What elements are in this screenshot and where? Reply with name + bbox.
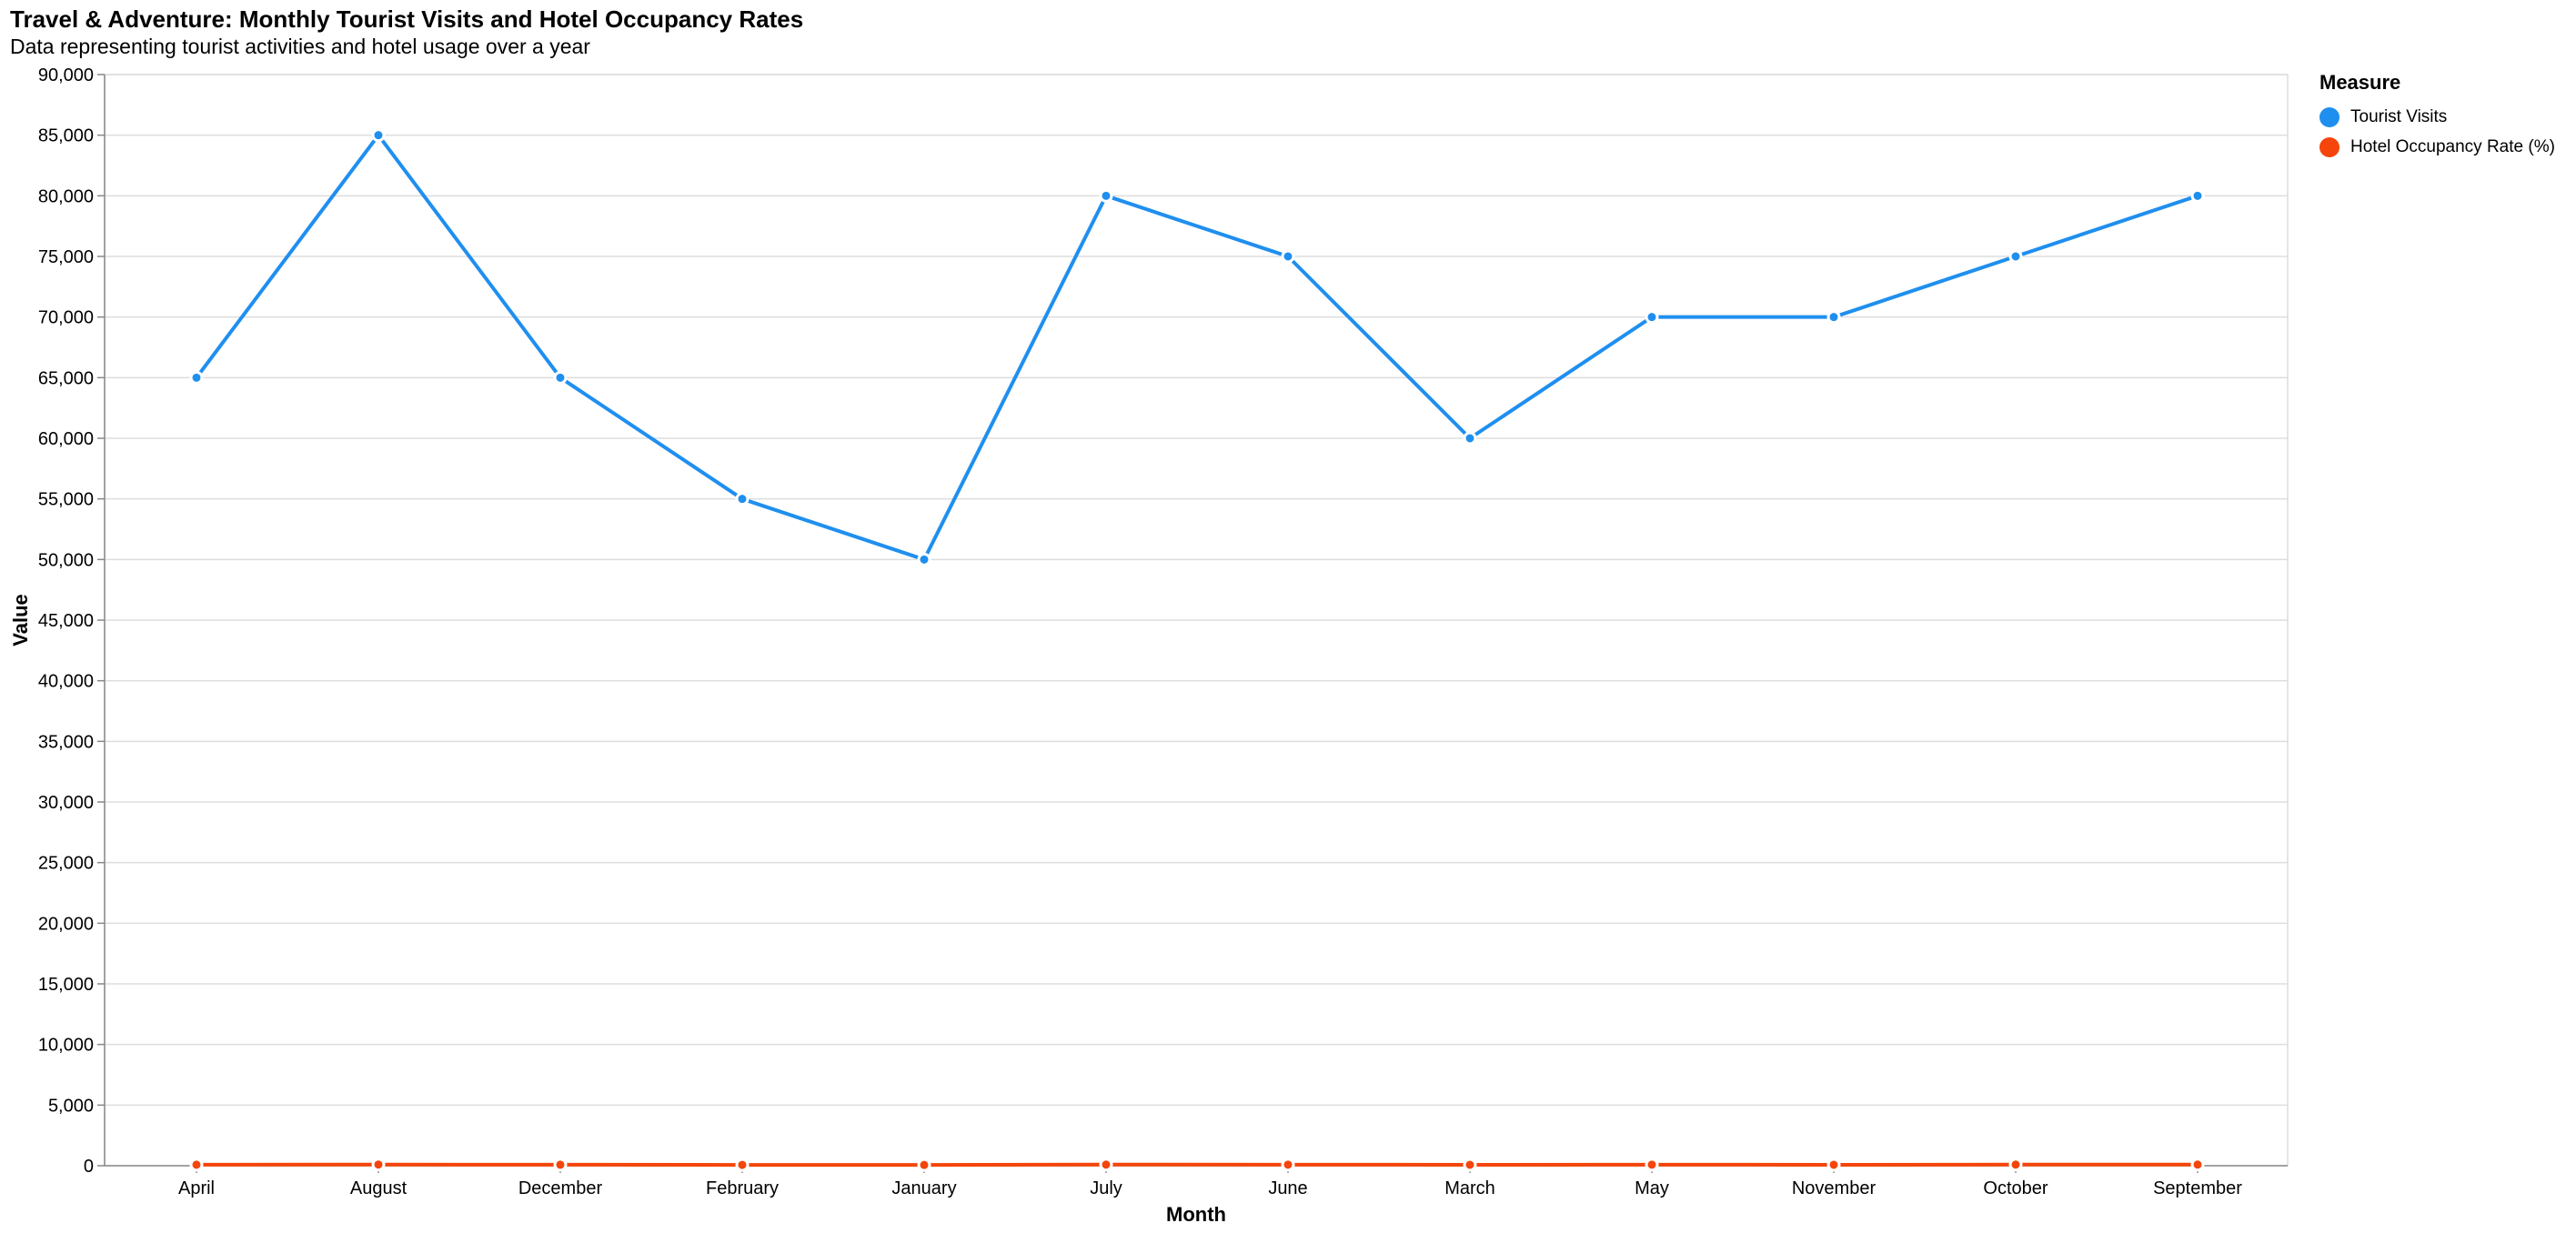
x-tick-label: October xyxy=(1983,1178,2048,1198)
data-point-1[interactable] xyxy=(735,1158,750,1172)
data-point-0[interactable] xyxy=(1463,431,1477,446)
y-tick-label: 15,000 xyxy=(38,975,94,995)
y-tick-label: 60,000 xyxy=(38,429,94,449)
series-lines xyxy=(195,133,2199,1168)
data-point-0[interactable] xyxy=(189,370,204,385)
data-point-1[interactable] xyxy=(2008,1158,2023,1172)
legend-item-tourist-visits[interactable]: Tourist Visits xyxy=(2319,102,2555,132)
y-tick-label: 35,000 xyxy=(38,732,94,752)
data-point-0[interactable] xyxy=(553,370,568,385)
legend-item-hotel-occupancy[interactable]: Hotel Occupancy Rate (%) xyxy=(2319,132,2555,162)
x-tick-label: January xyxy=(891,1178,956,1198)
y-tick-label: 20,000 xyxy=(38,914,94,934)
y-tick-label: 55,000 xyxy=(38,490,94,510)
y-tick-label: 90,000 xyxy=(38,65,94,85)
data-point-1[interactable] xyxy=(1281,1158,1295,1172)
gridlines xyxy=(104,74,2289,1167)
data-point-1[interactable] xyxy=(917,1158,931,1172)
data-point-1[interactable] xyxy=(371,1158,386,1172)
x-tick-label: April xyxy=(178,1178,215,1198)
series-line-0 xyxy=(195,133,2199,562)
chart-title: Travel & Adventure: Monthly Tourist Visi… xyxy=(10,5,804,33)
y-axis-title: Value xyxy=(9,594,32,646)
data-points xyxy=(189,128,2205,1172)
x-tick-label: March xyxy=(1444,1178,1495,1198)
data-point-0[interactable] xyxy=(2190,188,2205,203)
chart-subtitle: Data representing tourist activities and… xyxy=(10,35,590,58)
x-tick-label: November xyxy=(1792,1178,1877,1198)
data-point-1[interactable] xyxy=(1826,1158,1841,1172)
y-tick-label: 80,000 xyxy=(38,186,94,206)
data-point-0[interactable] xyxy=(1281,249,1295,264)
y-tick-label: 25,000 xyxy=(38,854,94,874)
y-tick-label: 30,000 xyxy=(38,793,94,813)
y-tick-label: 0 xyxy=(84,1157,94,1177)
x-tick-label: February xyxy=(706,1178,779,1198)
x-tick-label: June xyxy=(1268,1178,1307,1198)
y-tick-label: 85,000 xyxy=(38,126,94,146)
y-tick-label: 75,000 xyxy=(38,247,94,267)
data-point-0[interactable] xyxy=(2008,249,2023,264)
data-point-1[interactable] xyxy=(1099,1158,1113,1172)
y-tick-label: 50,000 xyxy=(38,550,94,570)
y-tick-label: 5,000 xyxy=(48,1096,94,1116)
y-tick-label: 65,000 xyxy=(38,368,94,388)
y-tick-label: 10,000 xyxy=(38,1036,94,1056)
data-point-0[interactable] xyxy=(1099,188,1113,203)
y-tick-label: 40,000 xyxy=(38,672,94,692)
data-point-1[interactable] xyxy=(189,1158,204,1172)
legend-label-hotel-occupancy: Hotel Occupancy Rate (%) xyxy=(2350,136,2555,156)
x-tick-label: August xyxy=(350,1178,408,1198)
data-point-1[interactable] xyxy=(1463,1158,1477,1172)
x-tick-label: July xyxy=(1090,1178,1122,1198)
legend-label-tourist-visits: Tourist Visits xyxy=(2350,106,2448,126)
legend-title: Measure xyxy=(2319,71,2401,94)
y-tick-label: 45,000 xyxy=(38,611,94,631)
legend-swatch-hotel-occupancy xyxy=(2319,136,2340,157)
axes: 0 5,000 10,000 15,000 20,000 25,000 30,000 35,0… xyxy=(38,65,2288,1198)
legend: Measure Tourist Visits Hotel Occupancy R… xyxy=(2319,71,2555,162)
x-axis-title: Month xyxy=(1166,1203,1226,1226)
data-point-0[interactable] xyxy=(1826,310,1841,325)
y-tick-label: 70,000 xyxy=(38,308,94,328)
data-point-1[interactable] xyxy=(1645,1158,1659,1172)
data-point-0[interactable] xyxy=(371,128,386,143)
x-tick-label: May xyxy=(1635,1178,1669,1198)
data-point-0[interactable] xyxy=(917,552,931,566)
data-point-0[interactable] xyxy=(1645,310,1659,325)
data-point-0[interactable] xyxy=(735,492,750,506)
data-point-1[interactable] xyxy=(2190,1158,2205,1172)
legend-swatch-tourist-visits xyxy=(2319,106,2340,127)
x-tick-label: December xyxy=(518,1178,603,1198)
data-point-1[interactable] xyxy=(553,1158,568,1172)
x-tick-label: September xyxy=(2153,1178,2242,1198)
